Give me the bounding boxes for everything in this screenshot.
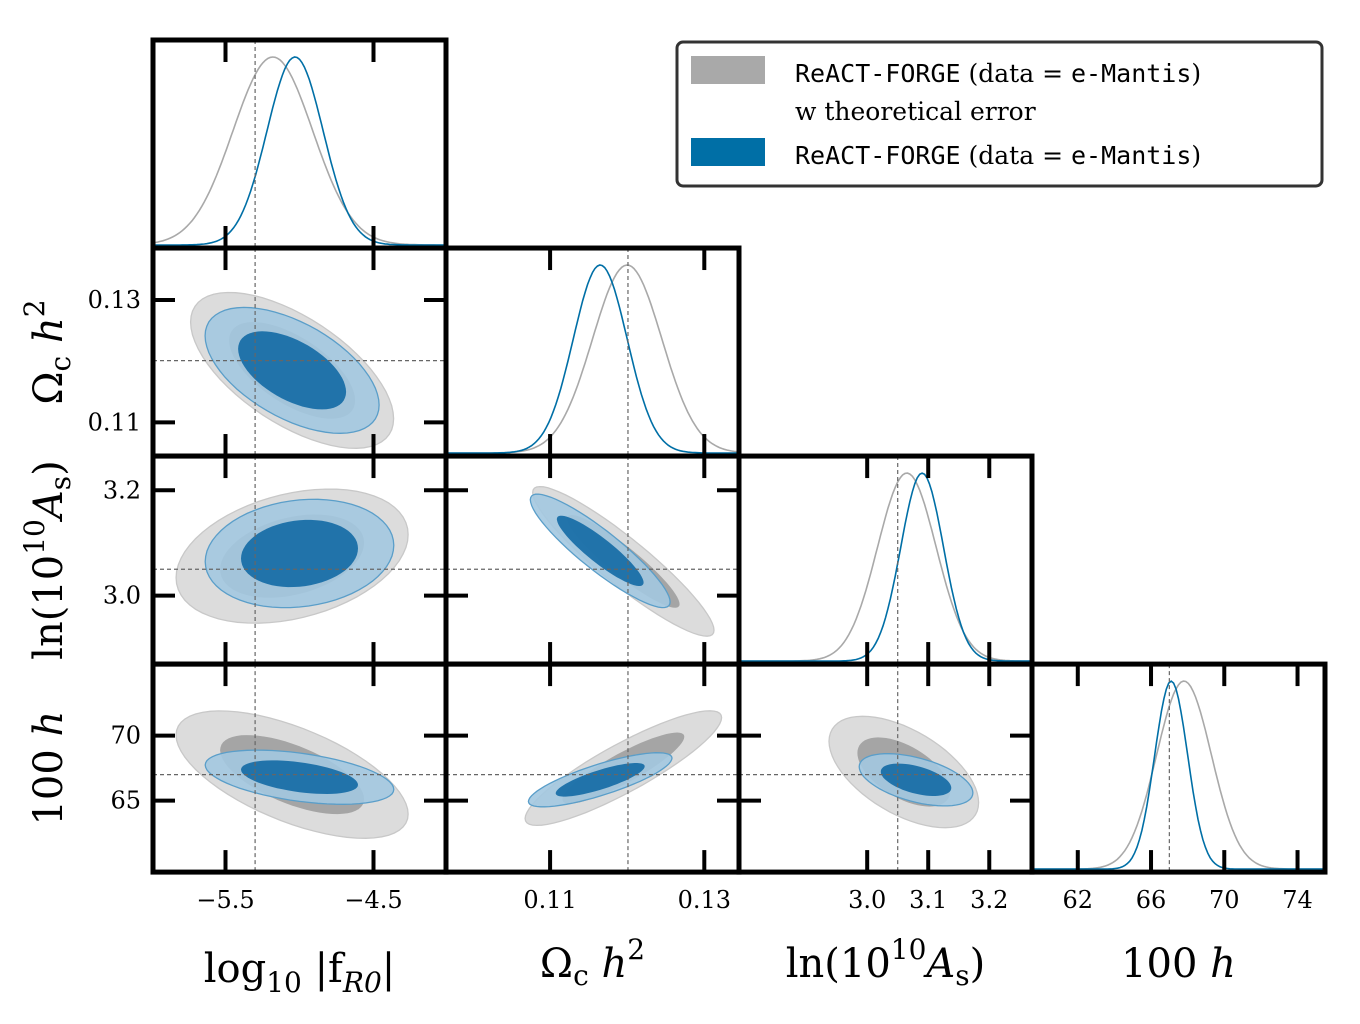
x-axis-title-h: 100 h <box>1121 941 1236 987</box>
y-tick-label-las: 3.2 <box>103 476 141 504</box>
x-tick-label-las: 3.1 <box>909 886 947 914</box>
y-tick-label-och2: 0.13 <box>88 286 141 314</box>
x-tick-label-och2: 0.11 <box>523 886 576 914</box>
x-tick-label-och2: 0.13 <box>678 886 731 914</box>
panel-fr0-h: 65 70 <box>110 661 449 875</box>
x-axis-title-las: ln(1010As) <box>786 933 986 992</box>
contour-68-h|las-series-1 <box>880 763 952 796</box>
marginal-curve-las-series-1 <box>739 472 1032 662</box>
marginal-curve-och2-series-1 <box>446 264 739 454</box>
x-axis-title-fr0: log10 |fR0| <box>204 946 396 999</box>
marginal-curve-las-series-0 <box>739 472 1032 662</box>
marginal-curve-fr0-series-1 <box>153 56 446 246</box>
panel-fr0-och2: 0.11 0.13 <box>88 245 449 459</box>
x-tick-label-fr0: −4.5 <box>344 886 402 914</box>
marginal-curve-h-series-0 <box>1032 680 1325 870</box>
panel-och2-las <box>443 453 742 667</box>
legend-label-0-line2: w theoretical error <box>795 97 1036 126</box>
panel-och2-h <box>443 661 742 875</box>
contour-68-las|och2-series-1 <box>556 515 644 586</box>
y-axis-title-las: ln(1010As) <box>18 460 77 660</box>
y-axis-title-h: 100 h <box>26 711 72 826</box>
y-tick-label-h: 65 <box>110 787 141 815</box>
contour-68-h|och2-series-1 <box>555 763 645 797</box>
panel-fr0-fr0 <box>150 37 449 251</box>
legend-box <box>675 40 1324 188</box>
x-tick-label-las: 3.2 <box>970 886 1008 914</box>
legend: ReACT-FORGE (data = e-Mantis) w theoretic… <box>675 40 1324 188</box>
contour-68-las|fr0-series-1 <box>241 519 358 588</box>
x-tick-label-h: 70 <box>1209 886 1240 914</box>
panel-h-h <box>1029 661 1328 875</box>
legend-label-1: ReACT-FORGE (data = e-Mantis) <box>795 141 1201 170</box>
legend-swatch-1 <box>691 138 765 166</box>
marginal-curve-h-series-1 <box>1032 680 1325 870</box>
panel-och2-och2 <box>443 245 742 459</box>
contour-68-h|fr0-series-1 <box>241 760 358 794</box>
legend-swatch-0 <box>691 56 765 84</box>
panel-frame-3-3 <box>1029 661 1328 875</box>
y-tick-label-och2: 0.11 <box>88 408 141 436</box>
x-tick-label-h: 66 <box>1136 886 1167 914</box>
panel-fr0-las: 3.0 3.2 <box>103 453 449 667</box>
y-tick-label-h: 70 <box>110 722 141 750</box>
panel-frame-0-0 <box>150 37 449 251</box>
marginal-curve-fr0-series-0 <box>153 56 446 246</box>
legend-label-0: ReACT-FORGE (data = e-Mantis) <box>795 59 1201 88</box>
x-tick-label-fr0: −5.5 <box>196 886 254 914</box>
x-axis-title-och2: Ωc h2 <box>540 933 645 992</box>
panel-las-h <box>736 661 1035 875</box>
panel-las-las <box>736 453 1035 667</box>
x-tick-label-h: 74 <box>1282 886 1313 914</box>
y-tick-label-las: 3.0 <box>103 582 141 610</box>
y-axis-title-och2: Ωc h2 <box>18 299 77 404</box>
x-tick-label-h: 62 <box>1063 886 1094 914</box>
x-tick-label-las: 3.0 <box>848 886 886 914</box>
panel-frame-2-2 <box>736 453 1035 667</box>
contour-68-och2|fr0-series-1 <box>238 331 347 410</box>
marginal-curve-och2-series-0 <box>446 264 739 454</box>
